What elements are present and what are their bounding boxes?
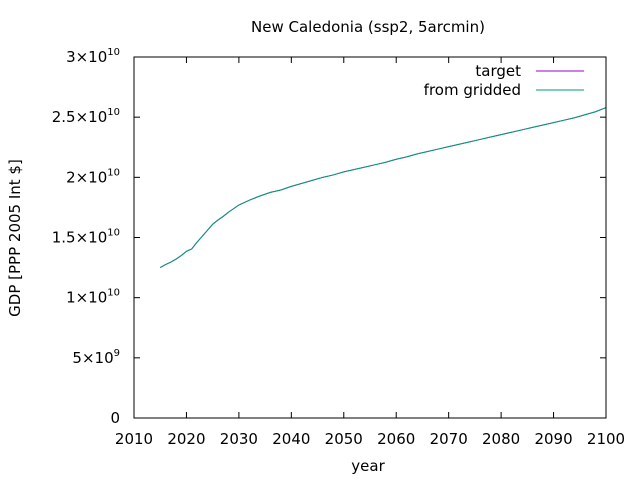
- tick-marks: [133, 56, 607, 419]
- y-tick-mantissa: 3×10: [66, 48, 107, 66]
- y-tick-label: 5×109: [72, 348, 120, 367]
- series-line-1: [159, 107, 607, 269]
- x-axis-label: year: [351, 457, 385, 475]
- y-axis-label: GDP [PPP 2005 Int $]: [6, 159, 24, 317]
- y-tick-label: 0: [110, 409, 120, 427]
- chart-title: New Caledonia (ssp2, 5arcmin): [251, 18, 485, 36]
- y-tick-label: 1.5×1010: [52, 228, 120, 247]
- x-tick-label: 2010: [115, 430, 153, 448]
- y-tick-mantissa: 2×10: [66, 168, 107, 186]
- y-tick-exponent: 10: [107, 47, 120, 58]
- x-tick-label: 2020: [167, 430, 205, 448]
- y-tick-exponent: 10: [107, 288, 120, 299]
- y-tick-exponent: 9: [114, 348, 120, 359]
- series-lines: [159, 107, 607, 269]
- legend-entry-label: target: [475, 62, 521, 80]
- x-tick-label: 2070: [430, 430, 468, 448]
- x-tick-label: 2030: [220, 430, 258, 448]
- x-tick-label: 2090: [534, 430, 572, 448]
- x-tick-label: 2080: [482, 430, 520, 448]
- x-tick-label: 2100: [587, 430, 625, 448]
- y-tick-label: 3×1010: [66, 47, 120, 66]
- series-line-0: [159, 107, 607, 269]
- y-tick-exponent: 10: [107, 228, 120, 239]
- plot-frame: [133, 56, 607, 419]
- y-tick-label: 2.5×1010: [52, 107, 120, 126]
- y-tick-label: 1×1010: [66, 288, 120, 307]
- y-tick-exponent: 10: [107, 167, 120, 178]
- y-tick-mantissa: 1×10: [66, 289, 107, 307]
- x-tick-label: 2050: [325, 430, 363, 448]
- y-tick-mantissa: 5×10: [72, 349, 113, 367]
- x-tick-label: 2060: [377, 430, 415, 448]
- tick-labels: 2010 2020 2030 2040 2050 2060 2070 2080 2090 2100…: [52, 47, 625, 448]
- x-tick-label: 2040: [272, 430, 310, 448]
- y-tick-label: 2×1010: [66, 167, 120, 186]
- y-tick-exponent: 10: [107, 107, 120, 118]
- y-tick-mantissa: 1.5×10: [52, 229, 108, 247]
- legend-entry-label: from gridded: [424, 81, 521, 99]
- y-tick-mantissa: 0: [110, 409, 120, 427]
- y-tick-mantissa: 2.5×10: [52, 108, 108, 126]
